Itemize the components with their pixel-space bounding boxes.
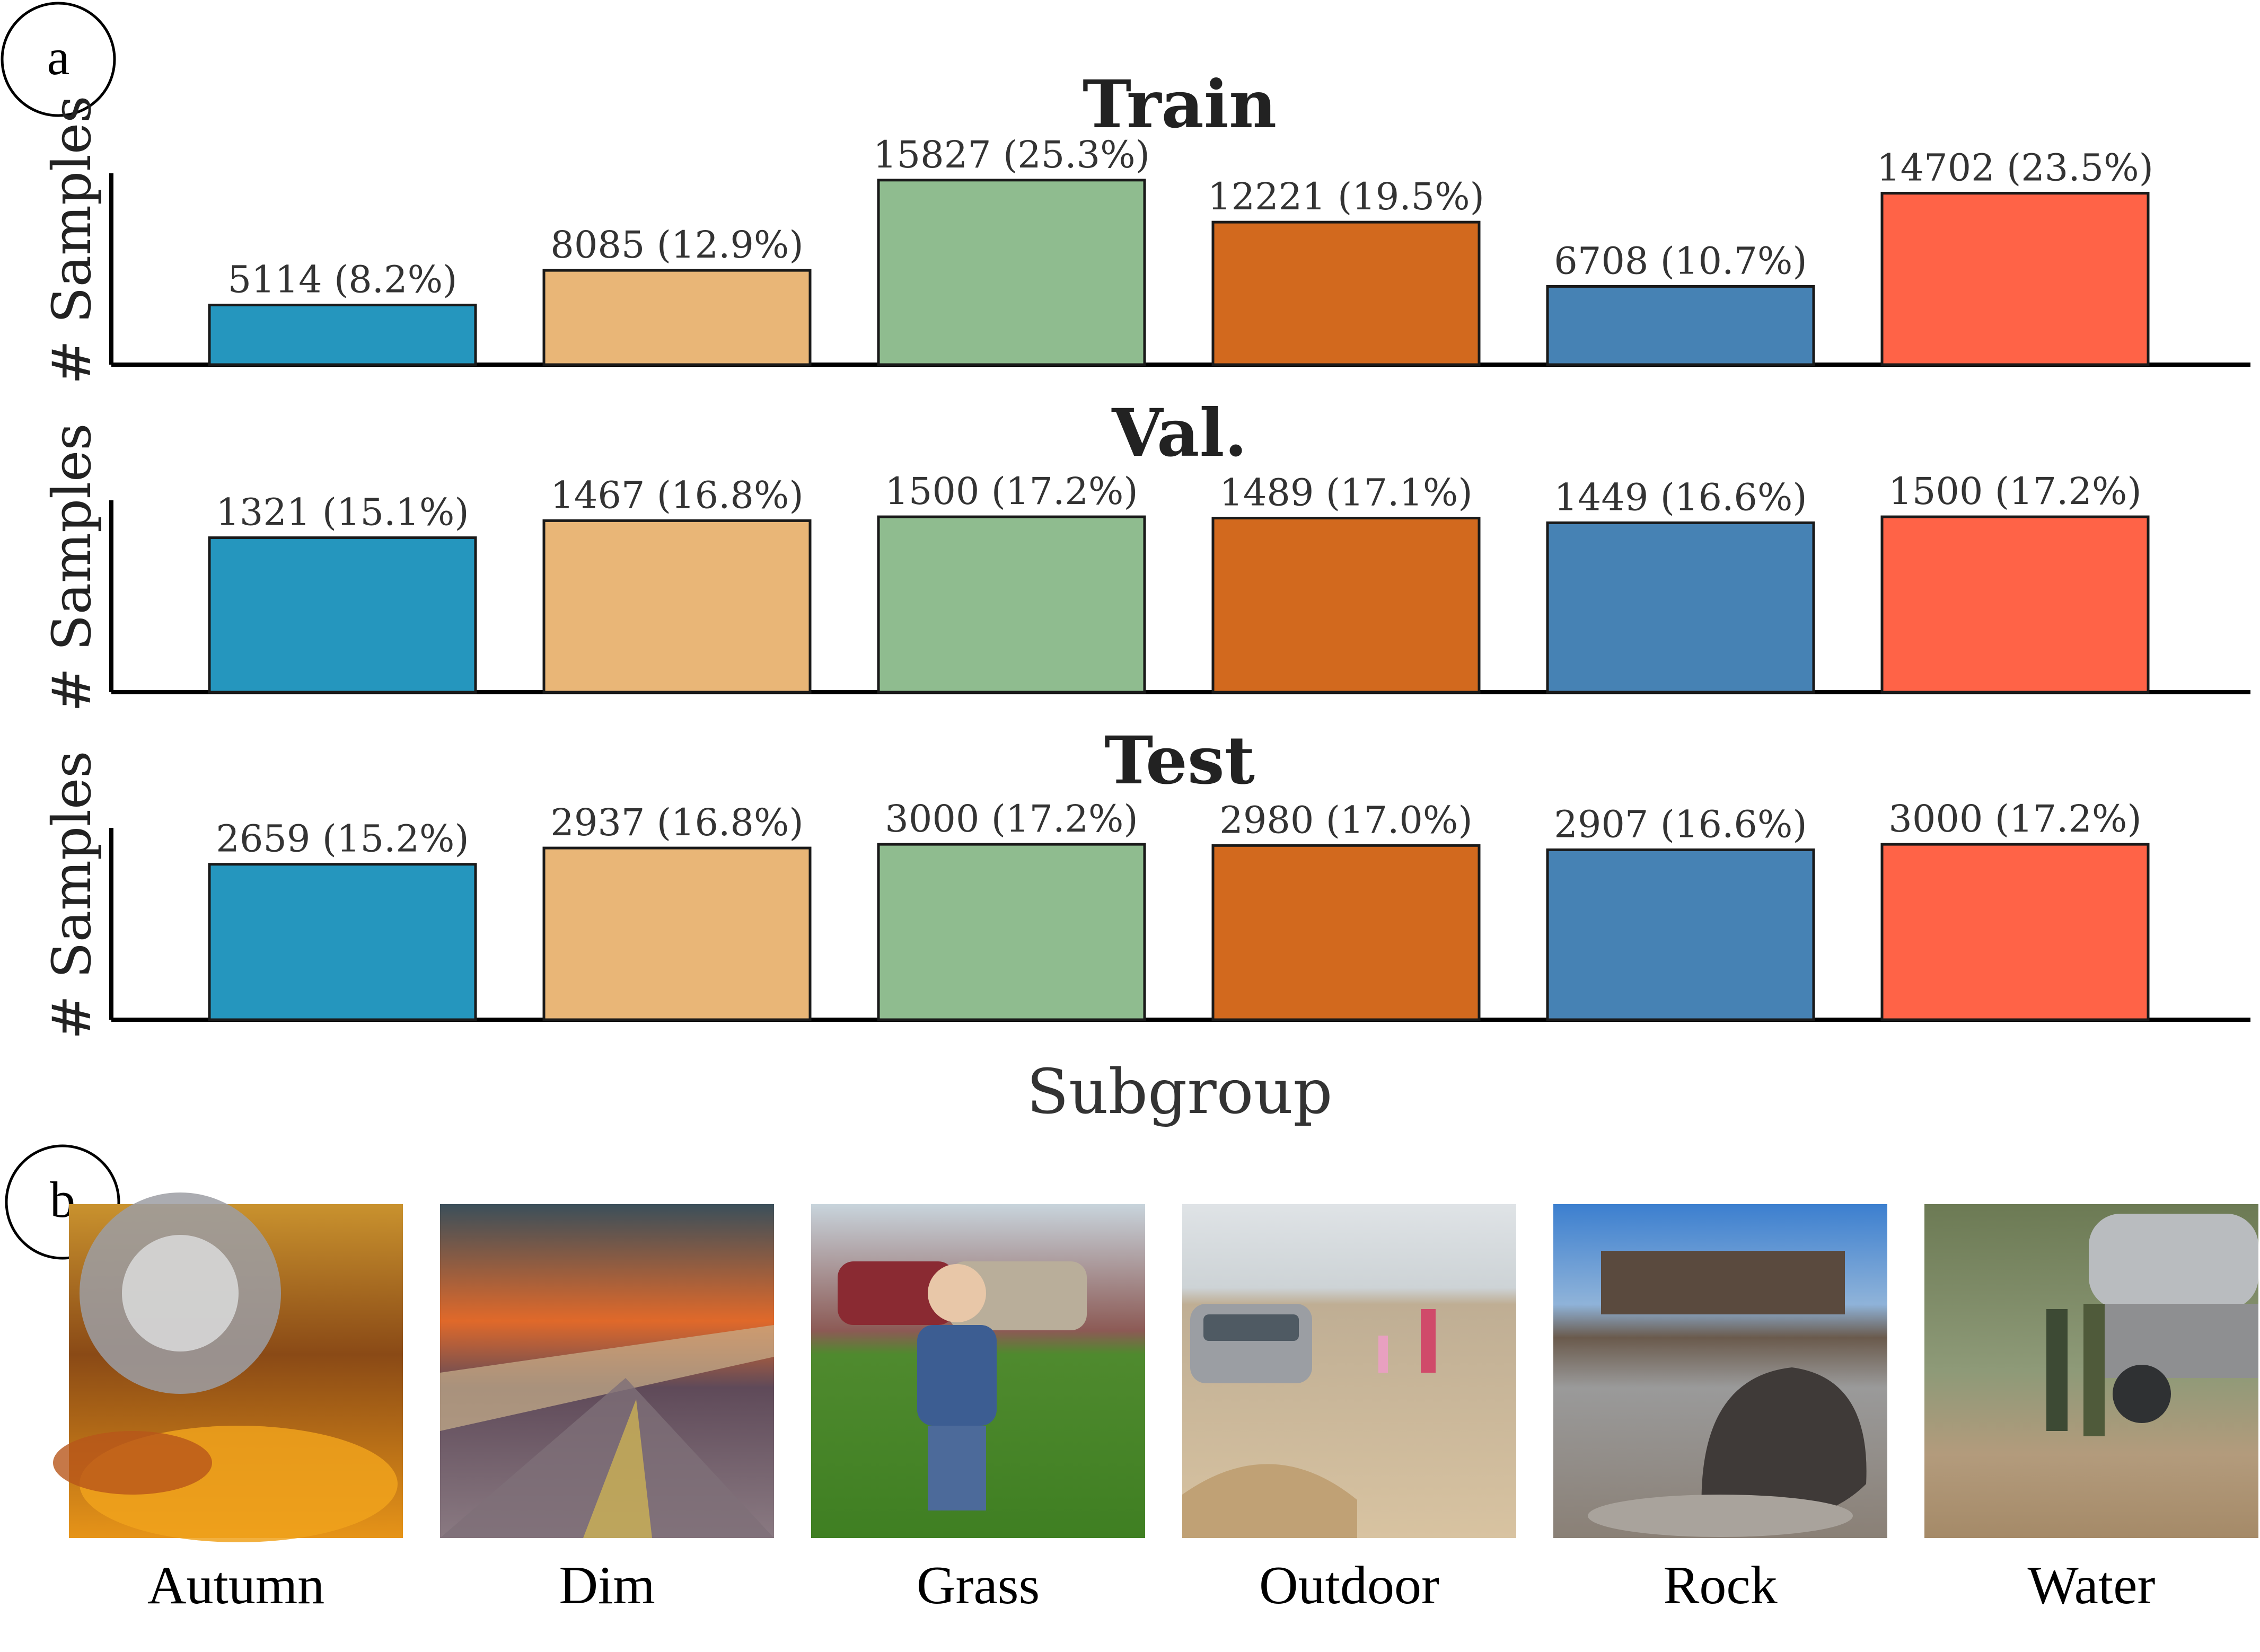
caption-rock: Rock: [1663, 1556, 1777, 1615]
bar-data-label: 2907 (16.6%): [1554, 802, 1807, 846]
chart-panel-train: Train # Samples 5114 (8.2%) 8085 (12.9%) 158…: [41, 66, 2250, 385]
x-axis-label: Subgroup: [1027, 1056, 1333, 1128]
panel-label-a: a: [1, 2, 116, 117]
bar-dim: [542, 519, 812, 694]
example-image-dim: [440, 1204, 774, 1538]
bar-grass: [877, 515, 1146, 694]
bar-outdoor: [1211, 844, 1481, 1021]
bar-data-label: 5114 (8.2%): [228, 258, 458, 301]
bar-autumn: [208, 303, 477, 366]
caption-autumn: Autumn: [147, 1556, 324, 1615]
bar-water: [1880, 515, 2150, 694]
bar-dim: [542, 269, 812, 366]
y-axis-label: # Samples: [41, 423, 103, 712]
bar-data-label: 3000 (17.2%): [1888, 797, 2141, 841]
bar-data-label: 1500 (17.2%): [1888, 470, 2141, 513]
caption-outdoor: Outdoor: [1259, 1556, 1439, 1615]
bar-data-label: 1467 (16.8%): [550, 473, 803, 517]
caption-dim: Dim: [559, 1556, 655, 1615]
y-axis-label: # Samples: [41, 750, 103, 1039]
example-image-water: [1924, 1204, 2258, 1538]
caption-water: Water: [2028, 1556, 2156, 1615]
example-image-outdoor: [1182, 1204, 1516, 1538]
chart-title: Val.: [1111, 395, 1247, 472]
bar-rock: [1546, 285, 1815, 366]
example-image-grass: [811, 1204, 1145, 1538]
bar-data-label: 12221 (19.5%): [1208, 175, 1484, 218]
bar-data-label: 1321 (15.1%): [216, 491, 469, 534]
bar-dim: [542, 846, 812, 1021]
y-axis-label: # Samples: [41, 95, 103, 384]
caption-grass: Grass: [917, 1556, 1040, 1615]
bar-data-label: 1489 (17.1%): [1219, 471, 1472, 515]
example-image-gallery: [53, 1192, 2258, 1542]
chart-panel-test: Test # Samples 2659 (15.2%) 2937 (16.8%) 300…: [41, 722, 2250, 1040]
bar-data-label: 2937 (16.8%): [550, 801, 803, 844]
example-image-autumn: [53, 1192, 403, 1542]
bar-rock: [1546, 848, 1815, 1021]
chart-panel-val: Val. # Samples 1321 (15.1%) 1467 (16.8%) 150…: [41, 395, 2250, 712]
bar-data-label: 3000 (17.2%): [885, 797, 1138, 841]
chart-title: Test: [1104, 722, 1255, 799]
bar-outdoor: [1211, 517, 1481, 694]
bar-outdoor: [1211, 220, 1481, 366]
bar-rock: [1546, 521, 1815, 694]
bar-water: [1880, 843, 2150, 1021]
bar-data-label: 1500 (17.2%): [885, 470, 1138, 513]
bar-data-label: 14702 (23.5%): [1877, 146, 2153, 190]
bar-grass: [877, 179, 1146, 366]
panel-label-a-text: a: [47, 29, 70, 85]
chart-title: Train: [1083, 66, 1277, 143]
bar-data-label: 6708 (10.7%): [1554, 239, 1807, 282]
bar-data-label: 1449 (16.6%): [1554, 475, 1807, 519]
example-image-rock: [1553, 1204, 1887, 1538]
bar-grass: [877, 843, 1146, 1021]
bar-data-label: 8085 (12.9%): [550, 223, 803, 267]
bar-water: [1880, 192, 2150, 366]
bar-data-label: 15827 (25.3%): [873, 133, 1150, 176]
bar-charts: Train # Samples 5114 (8.2%) 8085 (12.9%) 158…: [41, 66, 2250, 1040]
bar-autumn: [208, 863, 477, 1021]
bar-autumn: [208, 536, 477, 694]
bar-data-label: 2980 (17.0%): [1219, 798, 1472, 842]
bar-data-label: 2659 (15.2%): [216, 817, 469, 861]
